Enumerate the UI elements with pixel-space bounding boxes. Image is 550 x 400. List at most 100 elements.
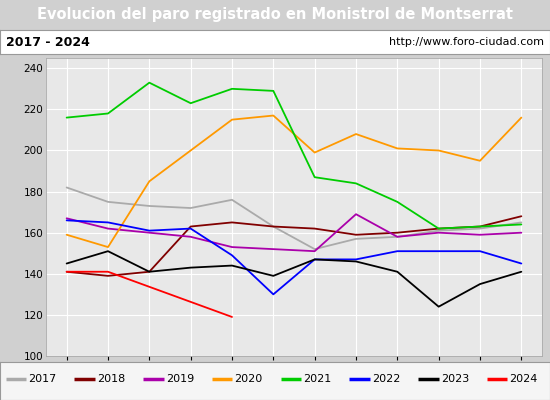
2018	[394, 230, 400, 235]
2021	[63, 115, 70, 120]
2021	[353, 181, 359, 186]
Line: 2020: 2020	[67, 116, 521, 247]
2022	[63, 218, 70, 223]
2023	[146, 269, 153, 274]
2023	[477, 282, 483, 286]
2022	[311, 257, 318, 262]
2020	[270, 113, 277, 118]
2024	[104, 269, 111, 274]
2020	[477, 158, 483, 163]
2021	[477, 224, 483, 229]
2020	[436, 148, 442, 153]
2019	[229, 245, 235, 250]
2023	[518, 269, 525, 274]
2019	[311, 249, 318, 254]
2021	[188, 101, 194, 106]
2020	[353, 132, 359, 136]
2018	[104, 274, 111, 278]
2017	[63, 185, 70, 190]
2018	[63, 269, 70, 274]
2022	[188, 226, 194, 231]
2023	[63, 261, 70, 266]
2018	[146, 269, 153, 274]
2022	[270, 292, 277, 297]
2021	[518, 222, 525, 227]
Text: 2020: 2020	[234, 374, 263, 384]
2019	[146, 230, 153, 235]
2023	[270, 274, 277, 278]
2018	[229, 220, 235, 225]
2022	[229, 253, 235, 258]
2020	[63, 232, 70, 237]
2022	[436, 249, 442, 254]
2019	[104, 226, 111, 231]
2022	[394, 249, 400, 254]
2023	[311, 257, 318, 262]
Text: 2019: 2019	[166, 374, 194, 384]
2018	[477, 224, 483, 229]
2017	[146, 204, 153, 208]
2021	[229, 86, 235, 91]
2023	[104, 249, 111, 254]
Text: 2023: 2023	[441, 374, 469, 384]
2022	[104, 220, 111, 225]
Line: 2017: 2017	[67, 188, 521, 249]
2023	[229, 263, 235, 268]
2020	[229, 117, 235, 122]
2019	[270, 247, 277, 252]
2017	[353, 236, 359, 241]
2020	[188, 148, 194, 153]
2019	[63, 216, 70, 221]
Text: 2024: 2024	[509, 374, 538, 384]
2019	[188, 234, 194, 239]
Text: Evolucion del paro registrado en Monistrol de Montserrat: Evolucion del paro registrado en Monistr…	[37, 8, 513, 22]
2017	[188, 206, 194, 210]
2017	[270, 224, 277, 229]
2023	[436, 304, 442, 309]
2023	[353, 259, 359, 264]
2018	[311, 226, 318, 231]
2018	[353, 232, 359, 237]
2021	[394, 200, 400, 204]
2019	[477, 232, 483, 237]
Line: 2018: 2018	[67, 216, 521, 276]
2018	[436, 226, 442, 231]
2020	[518, 115, 525, 120]
2018	[188, 224, 194, 229]
2018	[518, 214, 525, 219]
2021	[311, 175, 318, 180]
2017	[394, 234, 400, 239]
2020	[146, 179, 153, 184]
2018	[270, 224, 277, 229]
Line: 2022: 2022	[67, 220, 521, 294]
Line: 2019: 2019	[67, 214, 521, 251]
2022	[353, 257, 359, 262]
2017	[436, 228, 442, 233]
2017	[104, 200, 111, 204]
Text: http://www.foro-ciudad.com: http://www.foro-ciudad.com	[389, 37, 544, 47]
2022	[518, 261, 525, 266]
2021	[104, 111, 111, 116]
2020	[394, 146, 400, 151]
Line: 2024: 2024	[67, 272, 232, 317]
2019	[353, 212, 359, 216]
2017	[518, 220, 525, 225]
2019	[394, 234, 400, 239]
2023	[188, 265, 194, 270]
Text: 2021: 2021	[303, 374, 332, 384]
2021	[270, 88, 277, 93]
2024	[229, 314, 235, 319]
2020	[104, 245, 111, 250]
Text: 2022: 2022	[372, 374, 400, 384]
2019	[518, 230, 525, 235]
2021	[146, 80, 153, 85]
Text: 2017: 2017	[28, 374, 57, 384]
2024	[63, 269, 70, 274]
2020	[311, 150, 318, 155]
Line: 2021: 2021	[67, 83, 521, 228]
Line: 2023: 2023	[67, 251, 521, 307]
2022	[146, 228, 153, 233]
2023	[394, 269, 400, 274]
2021	[436, 226, 442, 231]
2019	[436, 230, 442, 235]
